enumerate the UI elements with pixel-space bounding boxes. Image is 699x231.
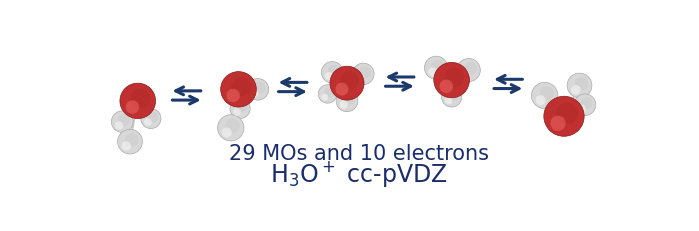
Circle shape [115, 121, 123, 130]
Circle shape [574, 94, 596, 116]
Circle shape [434, 62, 470, 98]
Circle shape [325, 72, 333, 80]
Circle shape [226, 89, 240, 102]
Circle shape [330, 66, 364, 100]
Circle shape [343, 93, 354, 105]
Circle shape [340, 71, 359, 90]
Circle shape [247, 79, 268, 100]
Circle shape [226, 119, 240, 133]
Circle shape [442, 87, 462, 107]
Circle shape [424, 56, 448, 79]
Circle shape [540, 86, 554, 101]
Circle shape [120, 83, 156, 119]
Circle shape [447, 90, 459, 101]
Circle shape [340, 100, 348, 109]
Circle shape [428, 67, 437, 76]
Circle shape [117, 129, 143, 154]
Circle shape [122, 141, 131, 151]
Circle shape [231, 77, 251, 96]
Circle shape [445, 68, 464, 87]
Circle shape [535, 95, 546, 105]
Circle shape [111, 111, 133, 132]
Circle shape [318, 85, 337, 103]
Circle shape [328, 65, 340, 77]
Circle shape [531, 82, 558, 109]
Circle shape [322, 62, 343, 83]
Circle shape [556, 102, 578, 124]
Circle shape [457, 58, 480, 82]
Circle shape [567, 73, 592, 98]
Circle shape [221, 72, 257, 107]
Circle shape [118, 114, 130, 126]
Circle shape [250, 89, 259, 97]
Circle shape [544, 96, 584, 136]
Circle shape [222, 128, 232, 137]
Circle shape [550, 116, 565, 131]
Circle shape [352, 63, 374, 85]
Circle shape [445, 97, 452, 104]
Circle shape [356, 74, 364, 82]
Circle shape [336, 83, 348, 96]
Circle shape [125, 133, 138, 147]
Circle shape [440, 79, 453, 93]
Circle shape [254, 82, 266, 94]
Circle shape [126, 100, 139, 114]
Circle shape [464, 62, 477, 75]
Circle shape [324, 88, 334, 98]
Circle shape [571, 85, 580, 94]
Circle shape [141, 109, 161, 129]
Circle shape [217, 115, 244, 141]
Circle shape [131, 88, 150, 108]
Text: 29 MOs and 10 electrons: 29 MOs and 10 electrons [229, 144, 489, 164]
Circle shape [322, 94, 329, 101]
Circle shape [336, 90, 358, 112]
Circle shape [575, 77, 588, 90]
Circle shape [577, 104, 586, 112]
Circle shape [144, 118, 152, 126]
Circle shape [581, 97, 593, 109]
Circle shape [359, 66, 371, 78]
Circle shape [431, 60, 445, 72]
Circle shape [147, 112, 158, 123]
Text: $\mathregular{H_3O^+}$ cc-pVDZ: $\mathregular{H_3O^+}$ cc-pVDZ [270, 159, 447, 189]
Circle shape [233, 108, 241, 116]
Circle shape [230, 99, 250, 119]
Circle shape [236, 102, 247, 112]
Circle shape [461, 70, 470, 79]
